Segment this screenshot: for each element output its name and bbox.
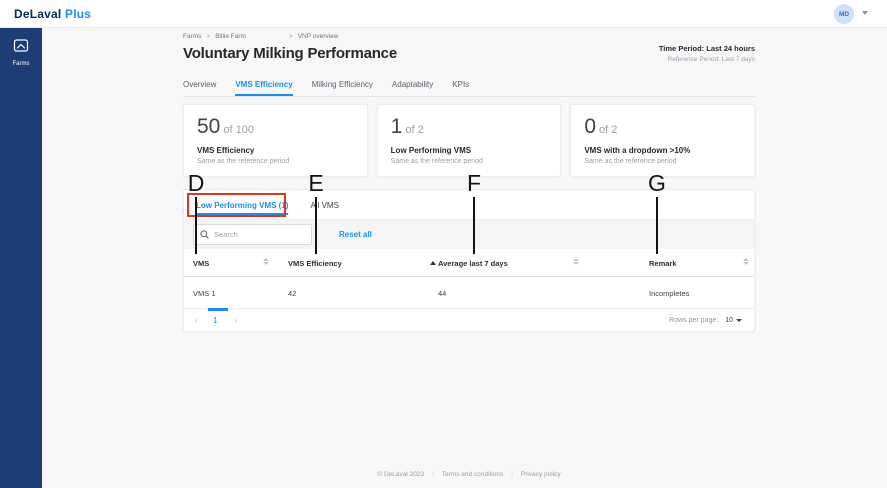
sort-icon[interactable]: [743, 258, 749, 265]
sort-icon[interactable]: [263, 258, 269, 265]
user-menu-caret-icon[interactable]: [862, 11, 868, 15]
sidebar: Farms: [0, 28, 42, 488]
logo-plus: Plus: [64, 7, 92, 21]
farms-icon: [13, 38, 29, 58]
stat-sub: Same as the reference period: [390, 158, 483, 165]
table-filter-bar: Reset all: [184, 220, 754, 249]
stat-of: of 100: [223, 124, 254, 136]
table-subtabs: Low Performing VMS (1) All VMS: [184, 190, 754, 220]
stat-value: 1: [390, 115, 403, 138]
annotation-letter-f: F: [466, 170, 482, 196]
column-header-average-7-days[interactable]: Average last 7 days: [438, 259, 508, 268]
tab-kpis[interactable]: KPIs: [452, 80, 470, 89]
rows-per-page-label: Rows per page:: [669, 317, 719, 324]
table-header-row: VMS VMS Efficiency Average last 7 days R…: [184, 249, 754, 277]
stat-label: VMS with a dropdown >10%: [584, 146, 691, 155]
annotation-line-e: [315, 197, 317, 254]
terms-link[interactable]: Terms and conditions: [441, 471, 504, 478]
breadcrumb-vnp-overview[interactable]: VNP overview: [297, 33, 339, 40]
rows-per-page-select[interactable]: 10: [725, 317, 742, 324]
tab-milking-efficiency[interactable]: Milking Efficiency: [311, 80, 373, 89]
stat-of: of 2: [599, 124, 618, 136]
annotation-line-g: [656, 197, 658, 254]
time-period-label: Time Period: Last 24 hours: [658, 44, 755, 53]
sidebar-item-farms[interactable]: Farms: [0, 28, 42, 67]
breadcrumb-farm-name[interactable]: Billie Farm: [215, 33, 246, 40]
annotation-letter-g: G: [648, 170, 666, 196]
search-icon: [200, 226, 209, 244]
cell-vms: VMS 1: [193, 289, 216, 298]
cell-average: 44: [438, 289, 447, 298]
stat-of: of 2: [405, 124, 424, 136]
user-avatar[interactable]: MD: [834, 4, 854, 24]
pagination-bar: ‹ 1 › Rows per page: 10: [184, 308, 754, 332]
footer-divider: |: [511, 471, 513, 478]
privacy-link[interactable]: Privacy policy: [520, 471, 561, 478]
sort-icon[interactable]: [573, 258, 579, 265]
breadcrumb-separator: >: [288, 33, 293, 40]
cell-remark: Incompletes: [649, 289, 690, 298]
rows-per-page-value: 10: [725, 317, 733, 324]
stat-sub: Same as the reference period: [197, 158, 290, 165]
page-tabs: Overview VMS Efficiency Milking Efficien…: [183, 80, 755, 97]
page-number[interactable]: 1: [213, 316, 218, 325]
subtab-all-vms[interactable]: All VMS: [310, 201, 339, 210]
page-footer: © DeLaval 2023 | Terms and conditions | …: [183, 471, 755, 478]
reset-all-button[interactable]: Reset all: [339, 230, 372, 239]
column-header-vms-efficiency[interactable]: VMS Efficiency: [288, 259, 342, 268]
stat-label: Low Performing VMS: [390, 146, 472, 155]
stat-card-dropdown: 0 of 2 VMS with a dropdown >10% Same as t…: [570, 104, 756, 177]
annotation-letter-d: D: [187, 170, 205, 196]
rows-per-page: Rows per page: 10: [669, 317, 742, 324]
logo-delaval: DeLaval: [14, 7, 62, 21]
active-page-indicator: [208, 308, 228, 311]
stat-value: 0: [584, 115, 597, 138]
vms-table-card: Low Performing VMS (1) All VMS Reset all…: [183, 189, 755, 332]
table-row[interactable]: VMS 1 42 44 Incompletes: [184, 277, 754, 309]
column-header-remark[interactable]: Remark: [649, 259, 677, 268]
stat-label: VMS Efficiency: [197, 146, 255, 155]
tab-overview[interactable]: Overview: [183, 80, 217, 89]
page-title: Voluntary Milking Performance: [183, 45, 397, 62]
breadcrumb-separator: >: [206, 33, 211, 40]
stat-value: 50: [197, 115, 221, 138]
top-header: DeLaval Plus MD: [0, 0, 887, 28]
stat-card-low-performing: 1 of 2 Low Performing VMS Same as the ref…: [376, 104, 562, 177]
previous-page-icon[interactable]: ‹: [195, 315, 198, 325]
column-header-vms[interactable]: VMS: [193, 259, 210, 268]
stat-sub: Same as the reference period: [584, 158, 677, 165]
breadcrumb: Farms > Billie Farm > VNP overview: [183, 33, 338, 40]
tab-vms-efficiency[interactable]: VMS Efficiency: [235, 80, 293, 96]
rows-per-page-caret-icon: [736, 319, 742, 322]
delaval-plus-logo[interactable]: DeLaval Plus: [14, 7, 91, 21]
content-area: Farms > Billie Farm > VNP overview Volun…: [42, 28, 887, 488]
copyright-text: © DeLaval 2023: [377, 471, 425, 478]
sidebar-item-farms-label: Farms: [12, 61, 30, 67]
search-box: [193, 224, 312, 245]
annotation-line-f: [473, 197, 475, 254]
annotation-letter-e: E: [308, 170, 324, 196]
search-input[interactable]: [214, 230, 304, 239]
breadcrumb-farms[interactable]: Farms: [183, 33, 202, 40]
cell-efficiency: 42: [288, 289, 297, 298]
stat-card-vms-efficiency: 50 of 100 VMS Efficiency Same as the refe…: [183, 104, 368, 177]
time-period-block: Time Period: Last 24 hours Reference Per…: [659, 44, 755, 63]
sort-asc-icon[interactable]: [430, 261, 436, 265]
next-page-icon[interactable]: ›: [234, 315, 237, 325]
annotation-line-d: [195, 197, 197, 254]
reference-period-label: Reference Period: Last 7 days: [667, 56, 755, 63]
footer-divider: |: [432, 471, 434, 478]
tab-adaptability[interactable]: Adaptability: [391, 80, 434, 89]
annotation-highlight-box: [187, 193, 286, 217]
subtab-low-performing-vms[interactable]: Low Performing VMS (1): [196, 201, 289, 219]
stat-cards-row: 50 of 100 VMS Efficiency Same as the refe…: [183, 104, 756, 177]
